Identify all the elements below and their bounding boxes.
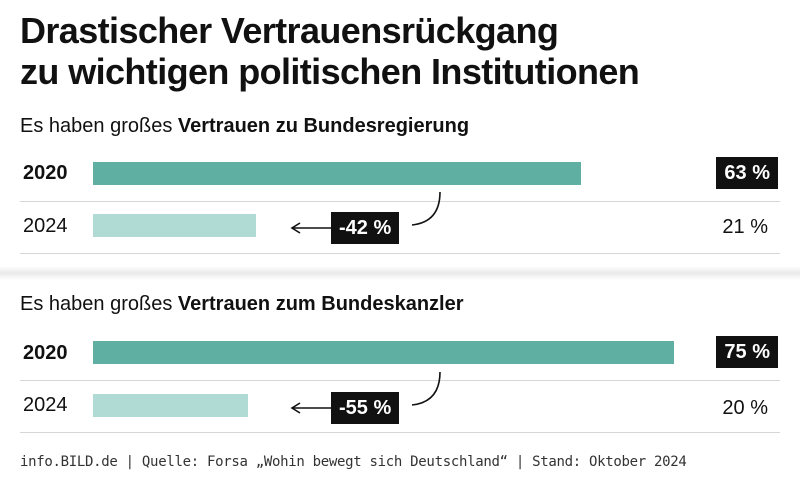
chart-title: Drastischer Vertrauensrückgang zu wichti…	[20, 10, 780, 92]
value-label-2024: 21 %	[722, 216, 768, 238]
subtitle-bold: Vertrauen zum Bundeskanzler	[177, 293, 464, 315]
bar-2024	[93, 214, 256, 237]
year-label-2020: 2020	[23, 342, 68, 364]
subtitle-prefix: Es haben großes	[20, 293, 178, 315]
year-label-2024: 2024	[23, 394, 68, 416]
title-line-1: Drastischer Vertrauensrückgang	[20, 10, 559, 51]
change-badge: -55 %	[331, 392, 400, 424]
bar-2024	[93, 394, 248, 417]
source-footer: info.BILD.de | Quelle: Forsa „Wohin bewe…	[20, 454, 687, 470]
panel-subtitle: Es haben großes Vertrauen zu Bundesregie…	[20, 114, 469, 138]
panel-separator	[0, 266, 800, 280]
year-label-2020: 2020	[23, 162, 68, 184]
row-divider	[20, 253, 780, 254]
value-label-2020: 63 %	[716, 157, 778, 189]
title-line-2: zu wichtigen politischen Institutionen	[20, 51, 640, 92]
value-label-2020: 75 %	[716, 336, 778, 368]
row-divider	[20, 201, 780, 202]
subtitle-bold: Vertrauen zu Bundesregierung	[177, 115, 470, 137]
year-label-2024: 2024	[23, 215, 68, 237]
bar-2020	[93, 162, 581, 185]
row-divider	[20, 380, 780, 381]
change-badge: -42 %	[331, 212, 400, 244]
row-divider	[20, 432, 780, 433]
panel-subtitle: Es haben großes Vertrauen zum Bundeskanz…	[20, 292, 464, 316]
subtitle-prefix: Es haben großes	[20, 115, 178, 137]
value-label-2024: 20 %	[722, 397, 768, 419]
bar-2020	[93, 341, 674, 364]
